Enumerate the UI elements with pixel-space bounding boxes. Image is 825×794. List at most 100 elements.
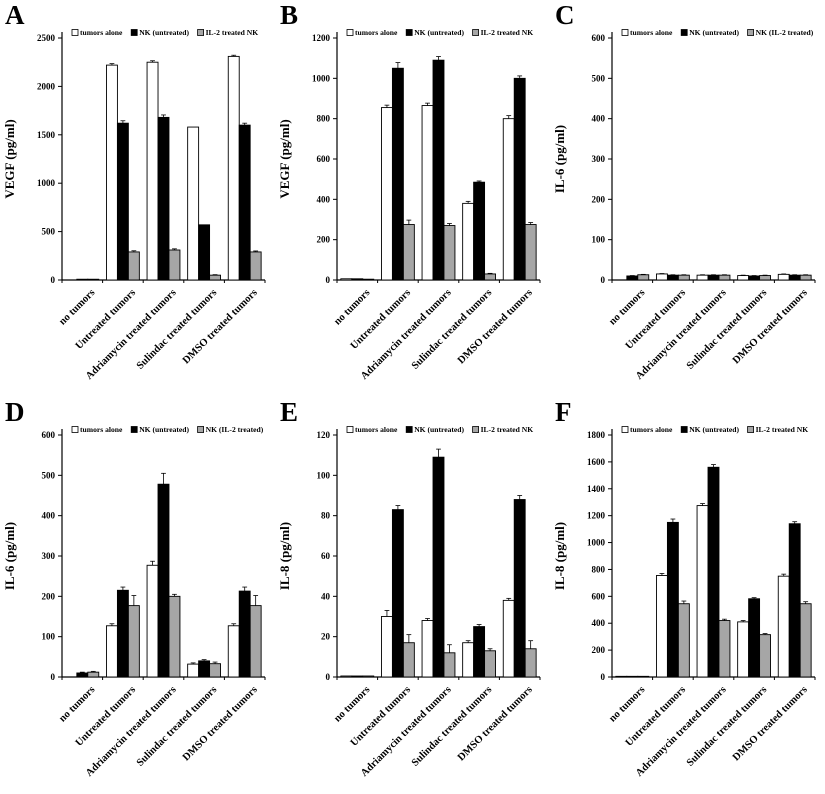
y-tick-label: 0 [601,672,606,682]
y-tick-label: 400 [592,618,606,628]
bar [116,122,129,281]
x-category-label: DMSO treated tumors [181,287,260,366]
bar [637,274,650,281]
bar [76,672,89,678]
bar [696,505,709,678]
y-tick-label: 800 [592,564,606,574]
x-category-label: DMSO treated tumors [731,684,810,763]
bar [106,64,118,281]
bar [443,652,456,678]
y-tick-label: 500 [42,227,56,237]
legend-label: IL-2 treated NK [206,28,259,37]
legend-label: NK (untreated) [414,28,464,37]
y-tick-label: 500 [42,470,56,480]
panel-c: 0 100 200 300 400 500 600 IL-6 (pg/ml) no tumors… [550,0,825,397]
legend-label: IL-2 treated NK [756,425,809,434]
bar [238,590,251,678]
bar [249,605,262,678]
bar [707,466,720,678]
legend-label: NK (untreated) [139,28,189,37]
x-category-label: DMSO treated tumors [731,287,810,366]
y-tick-label: 1000 [587,538,606,548]
bar [799,274,812,281]
bar [777,273,790,281]
bar [502,599,515,678]
bar [209,274,221,281]
legend-swatch [680,426,688,433]
legend-swatch [621,29,629,36]
x-category-label: DMSO treated tumors [181,684,260,763]
legend-label: NK (untreated) [414,425,464,434]
bar [513,499,526,678]
y-tick-label: 600 [317,154,331,164]
y-tick-label: 1400 [587,484,606,494]
panel-letter-f: F [555,397,572,427]
bar [737,275,750,281]
bar [340,675,353,678]
bar [127,251,140,281]
bar [677,603,690,678]
legend-swatch [621,426,629,433]
panel-d-chart: 0 100 200 300 400 500 600 IL-6 (pg/ml) no tumors… [2,425,266,779]
bar [238,124,251,281]
bar [524,648,537,678]
bar [637,675,650,678]
bar [402,642,415,678]
x-category-label: DMSO treated tumors [456,684,535,763]
legend-label: tumors alone [630,425,673,434]
y-tick-label: 100 [317,470,331,480]
y-axis-label: IL-6 (pg/ml) [552,125,567,193]
x-category-label: Sulindac treated tumors [685,287,769,371]
plot-area: 0 200 400 600 800 1000 1200 1400 1600 1800 IL-8 (p… [552,425,816,779]
bar [759,634,771,678]
legend-swatch [680,29,688,36]
y-tick-label: 400 [317,194,331,204]
x-category-label: Sulindac treated tumors [135,287,219,371]
legend-swatch [130,426,138,433]
bar [473,626,486,678]
bar [146,61,159,281]
bar [656,575,668,678]
legend-label: NK (untreated) [689,425,739,434]
bar [524,224,537,281]
bar [677,274,690,281]
bar [707,274,720,281]
y-tick-label: 600 [592,33,606,43]
panel-a: 0 500 1000 1500 2000 2500 VEGF (pg/ml) no tumor… [0,0,275,397]
bar [473,181,486,281]
panel-b: 0 200 400 600 800 1000 1200 VEGF (pg/ml) no tumo… [275,0,550,397]
y-tick-label: 300 [42,551,56,561]
bar [502,118,515,281]
bar [391,67,404,281]
x-category-label: Sulindac treated tumors [135,684,219,768]
x-category-label: no tumors [607,684,647,724]
bar [146,564,159,678]
y-tick-label: 0 [51,275,56,285]
bar [87,278,100,281]
bar [87,671,100,678]
bar [76,278,89,281]
bar [402,224,415,281]
bar [656,273,668,281]
bar [421,105,434,281]
plot-area: 0 200 400 600 800 1000 1200 VEGF (pg/ml) no tumo… [277,28,541,382]
bar [626,275,639,281]
bar [187,126,200,281]
bar [484,650,496,678]
y-tick-label: 400 [592,114,606,124]
legend-swatch [405,29,413,36]
y-axis-label: IL-8 (pg/ml) [277,522,292,590]
panel-a-chart: 0 500 1000 1500 2000 2500 VEGF (pg/ml) no tumor… [2,28,266,382]
bar [666,274,679,281]
y-tick-label: 1000 [312,73,331,83]
bar [362,278,375,281]
y-tick-label: 200 [592,645,606,655]
bar [443,225,456,281]
y-tick-label: 1600 [587,457,606,467]
y-tick-label: 0 [51,672,56,682]
bar [626,675,639,678]
bar [198,224,211,281]
bar [198,660,211,678]
